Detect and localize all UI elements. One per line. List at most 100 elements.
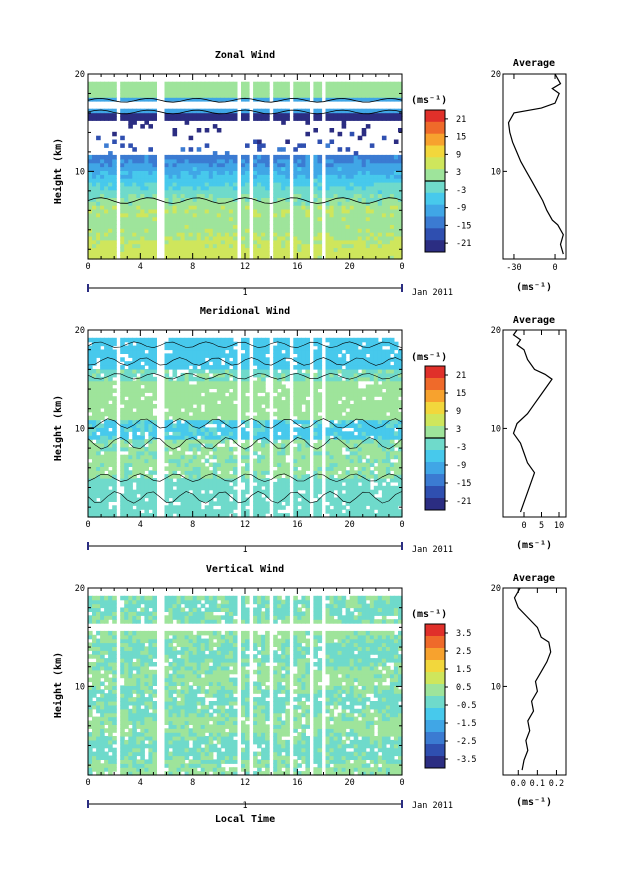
meridional-heatmap-cell (96, 513, 101, 518)
zonal-heatmap-cell (369, 85, 375, 91)
meridional-heatmap-cell (341, 493, 347, 499)
zonal-heatmap-cell (200, 239, 206, 245)
zonal-heatmap-cell (381, 85, 387, 91)
zonal-heatmap-cell (293, 197, 298, 202)
meridional-heatmap-cell (273, 435, 278, 440)
zonal-heatmap-cell (192, 208, 198, 214)
zonal-heatmap-cell (136, 116, 141, 121)
zonal-heatmap-cell (120, 158, 125, 164)
zonal-heatmap-cell (144, 232, 149, 237)
meridional-heatmap-cell (184, 365, 190, 370)
zonal-heatmap-cell (224, 97, 230, 102)
zonal-heatmap-cell (381, 205, 387, 210)
zonal-heatmap-cell (265, 251, 270, 256)
meridional-heatmap-cell (257, 513, 262, 518)
meridional-heatmap-cell (92, 458, 97, 464)
zonal-heatmap-cell (257, 178, 262, 183)
zonal-heatmap-cell (381, 224, 387, 229)
zonal-heatmap-cell (88, 208, 93, 214)
meridional-heatmap-cell (204, 427, 210, 432)
zonal-heatmap-cell (196, 185, 202, 191)
meridional-heatmap-cell (112, 361, 117, 366)
meridional-heatmap-cell (92, 481, 97, 487)
meridional-heatmap-cell (92, 337, 97, 343)
meridional-heatmap-cell (277, 493, 282, 499)
zonal-heatmap-cell (104, 158, 109, 164)
zonal-heatmap-cell (341, 124, 347, 129)
zonal-heatmap-cell (228, 255, 234, 260)
meridional-heatmap-cell (200, 357, 206, 362)
meridional-heatmap-cell (265, 454, 270, 460)
meridional-heatmap-cell (297, 357, 302, 362)
meridional-heatmap-cell (120, 493, 125, 499)
meridional-heatmap-cell (144, 458, 149, 464)
meridional-heatmap-cell (345, 509, 351, 514)
zonal-heatmap-cell (148, 181, 153, 187)
meridional-heatmap-cell (220, 489, 226, 495)
meridional-heatmap-cell (184, 380, 190, 386)
zonal-heatmap-cell (265, 235, 270, 241)
meridional-heatmap-cell (341, 357, 347, 362)
meridional-heatmap-cell (144, 462, 149, 467)
zonal-heatmap-cell (345, 178, 351, 183)
meridional-heatmap-cell (96, 505, 101, 510)
zonal-heatmap-cell (224, 224, 230, 229)
zonal-heatmap-cell (361, 185, 367, 191)
meridional-heatmap-cell (273, 345, 278, 351)
zonal-heatmap-cell (341, 208, 347, 214)
meridional-heatmap-cell (245, 450, 250, 456)
meridional-heatmap-cell (220, 415, 226, 421)
zonal-heatmap-cell (232, 208, 238, 214)
meridional-heatmap-cell (196, 509, 202, 514)
zonal-heatmap-cell (204, 108, 210, 114)
zonal-heatmap-cell (345, 197, 351, 202)
zonal-heatmap-cell (104, 197, 109, 202)
meridional-heatmap-cell (172, 404, 178, 409)
zonal-heatmap-cell (337, 116, 343, 121)
meridional-heatmap-cell (128, 505, 133, 510)
zonal-heatmap-cell (180, 255, 186, 260)
meridional-heatmap-cell (345, 396, 351, 401)
meridional-heatmap-cell (208, 481, 214, 487)
meridional-heatmap-cell (176, 439, 182, 444)
zonal-heatmap-cell (96, 201, 101, 206)
zonal-heatmap-cell (220, 158, 226, 164)
zonal-heatmap-cell (317, 255, 323, 260)
meridional-heatmap-cell (337, 365, 343, 370)
zonal-heatmap-cell (200, 158, 206, 164)
meridional-heatmap-cell (196, 466, 202, 471)
zonal-heatmap-cell (281, 154, 286, 160)
zonal-heatmap-cell (345, 212, 351, 218)
meridional-heatmap-cell (281, 400, 286, 405)
zonal-heatmap-cell (273, 235, 278, 241)
zonal-heatmap-cell (180, 205, 186, 210)
meridional-heatmap-cell (96, 396, 101, 401)
zonal-heatmap-cell (273, 251, 278, 256)
zonal-heatmap-cell (377, 251, 383, 256)
zonal-heatmap-cell (196, 220, 202, 225)
zonal-heatmap-cell (132, 154, 137, 160)
zonal-heatmap-cell (204, 162, 210, 168)
meridional-heatmap-cell (128, 345, 133, 351)
meridional-heatmap-cell (188, 481, 194, 487)
zonal-heatmap-cell (305, 220, 310, 225)
meridional-heatmap-cell (196, 404, 202, 409)
zonal-heatmap-cell (168, 247, 174, 252)
zonal-heatmap-cell (112, 251, 117, 256)
zonal-heatmap-cell (100, 81, 105, 87)
zonal-average-y-tick-label: 20 (491, 70, 501, 80)
zonal-heatmap-cell (241, 235, 246, 241)
zonal-heatmap-cell (148, 251, 153, 256)
zonal-heatmap-cell (253, 97, 258, 102)
zonal-heatmap-cell (212, 235, 218, 241)
meridional-heatmap-cell (265, 411, 270, 417)
zonal-heatmap-cell (261, 81, 266, 87)
meridional-heatmap-cell (136, 384, 141, 389)
meridional-heatmap-cell (349, 509, 355, 514)
zonal-heatmap-cell (369, 212, 375, 218)
meridional-heatmap-cell (172, 493, 178, 499)
zonal-heatmap-cell (245, 208, 250, 214)
meridional-heatmap-cell (192, 478, 198, 483)
meridional-heatmap-cell (325, 450, 331, 456)
meridional-heatmap-cell (293, 470, 298, 475)
